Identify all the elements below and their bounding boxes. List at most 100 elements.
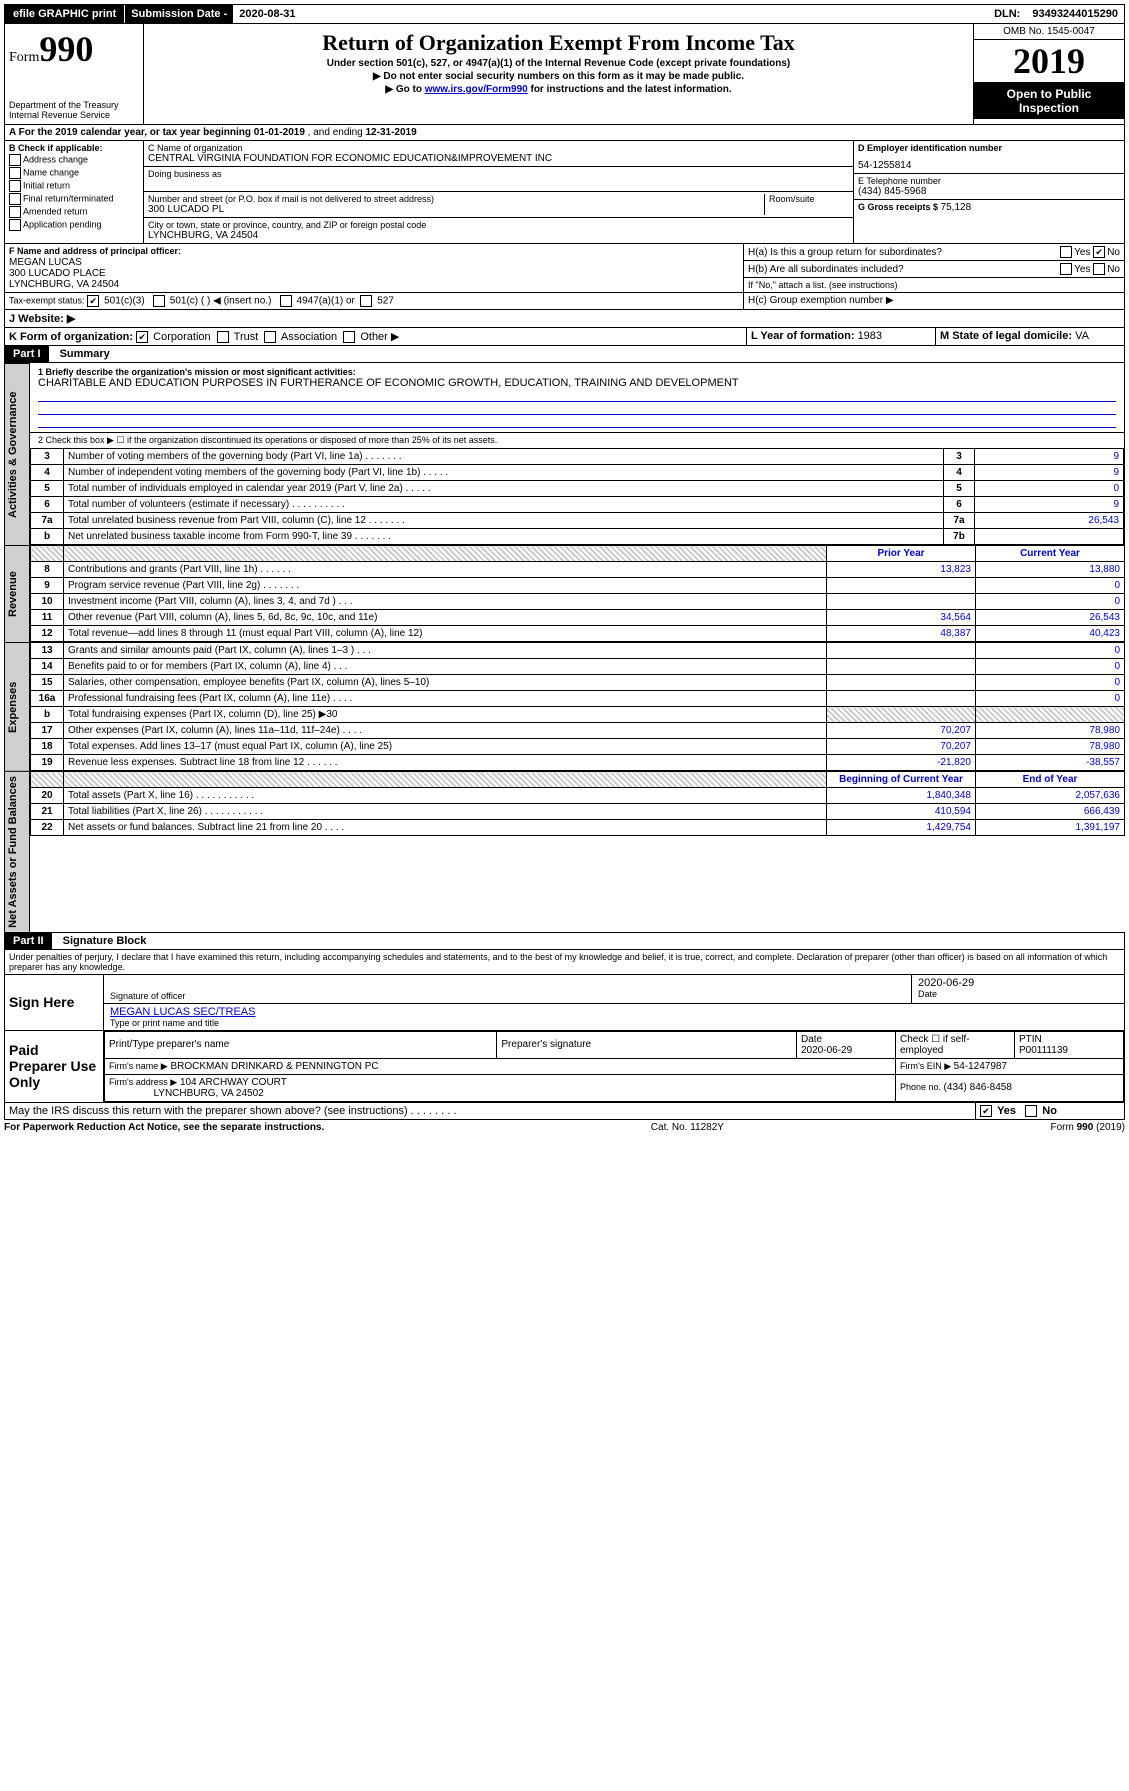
hb-yes[interactable] (1060, 263, 1072, 275)
chk-initial-label: Initial return (23, 180, 70, 190)
tab-netassets: Net Assets or Fund Balances (4, 771, 30, 932)
discuss-no[interactable] (1025, 1105, 1037, 1117)
hb-no-lbl: No (1107, 264, 1120, 275)
period-mid: , and ending (308, 127, 366, 138)
form-note1: ▶ Do not enter social security numbers o… (148, 71, 969, 82)
chk-other[interactable] (343, 331, 355, 343)
taxexempt-label: Tax-exempt status: (9, 296, 85, 306)
chk-final-label: Final return/terminated (23, 193, 114, 203)
chk-501c3[interactable] (87, 295, 99, 307)
period-row: A For the 2019 calendar year, or tax yea… (4, 125, 1125, 141)
ha-yes[interactable] (1060, 246, 1072, 258)
dln-value: 93493244015290 (1026, 5, 1124, 23)
officer-name: MEGAN LUCAS (9, 257, 82, 268)
period-pre: A For the 2019 calendar year, or tax yea… (9, 127, 254, 138)
revenue-table: Prior YearCurrent Year8Contributions and… (30, 545, 1125, 642)
hb-note: If "No," attach a list. (see instruction… (744, 278, 1124, 293)
tab-activities: Activities & Governance (4, 363, 30, 545)
phone-label: E Telephone number (858, 176, 1120, 186)
chk-amended[interactable] (9, 206, 21, 218)
ha-no-lbl: No (1107, 247, 1120, 258)
formorg-label: K Form of organization: (9, 331, 133, 343)
sig-officer-label: Signature of officer (110, 991, 905, 1001)
chk-4947[interactable] (280, 295, 292, 307)
chk-initial[interactable] (9, 180, 21, 192)
prep-name-hdr: Print/Type preparer's name (105, 1031, 497, 1058)
firm-addr2: LYNCHBURG, VA 24502 (153, 1088, 263, 1099)
opt-501c3: 501(c)(3) (104, 296, 145, 307)
open-public: Open to Public Inspection (974, 83, 1124, 119)
room-label: Room/suite (769, 194, 849, 204)
footer-mid: Cat. No. 11282Y (651, 1122, 724, 1133)
gross-label: G Gross receipts $ (858, 202, 941, 212)
box-b-header: B Check if applicable: (9, 143, 103, 153)
firm-name-lbl: Firm's name ▶ (109, 1061, 168, 1071)
perjury-text: Under penalties of perjury, I declare th… (4, 950, 1125, 975)
dept-irs: Internal Revenue Service (9, 110, 139, 120)
prep-sig-hdr: Preparer's signature (497, 1031, 797, 1058)
opt-other: Other ▶ (360, 331, 399, 343)
chk-pending[interactable] (9, 219, 21, 231)
part2-title: Signature Block (55, 933, 155, 949)
yearform-label: L Year of formation: (751, 330, 858, 342)
tab-revenue: Revenue (4, 545, 30, 642)
header-center: Return of Organization Exempt From Incom… (144, 24, 973, 124)
period-begin: 01-01-2019 (254, 127, 305, 138)
form-title: Return of Organization Exempt From Incom… (148, 30, 969, 56)
submission-label: Submission Date - (125, 5, 233, 23)
officer-label: F Name and address of principal officer: (9, 246, 181, 256)
chk-address-label: Address change (23, 154, 88, 164)
netassets-table: Beginning of Current YearEnd of Year20To… (30, 771, 1125, 836)
chk-final[interactable] (9, 193, 21, 205)
line1-label: 1 Briefly describe the organization's mi… (38, 367, 1116, 377)
chk-527[interactable] (360, 295, 372, 307)
part1-header: Part I (5, 346, 49, 362)
firm-addr1: 104 ARCHWAY COURT (180, 1077, 287, 1088)
ha-yes-lbl: Yes (1074, 247, 1090, 258)
opt-trust: Trust (234, 331, 259, 343)
dln-label: DLN: (988, 5, 1026, 23)
tax-year: 2019 (974, 40, 1124, 83)
dba-label: Doing business as (148, 169, 849, 179)
chk-corp[interactable] (136, 331, 148, 343)
omb-number: OMB No. 1545-0047 (974, 24, 1124, 40)
hb-no[interactable] (1093, 263, 1105, 275)
addr-label: Number and street (or P.O. box if mail i… (148, 194, 764, 204)
chk-address[interactable] (9, 154, 21, 166)
opt-assoc: Association (281, 331, 337, 343)
form-num: 990 (39, 29, 93, 69)
chk-trust[interactable] (217, 331, 229, 343)
submission-date: 2020-08-31 (233, 5, 301, 23)
chk-assoc[interactable] (264, 331, 276, 343)
form990-link[interactable]: www.irs.gov/Form990 (425, 84, 528, 95)
ein-label: D Employer identification number (858, 143, 1002, 153)
ha-label: H(a) Is this a group return for subordin… (748, 247, 1060, 258)
ptin: P00111139 (1019, 1045, 1068, 1056)
part2-header: Part II (5, 933, 52, 949)
efile-btn[interactable]: efile GRAPHIC print (5, 5, 125, 23)
officer-name-link[interactable]: MEGAN LUCAS SEC/TREAS (110, 1006, 255, 1018)
hb-yes-lbl: Yes (1074, 264, 1090, 275)
domicile-val: VA (1075, 330, 1089, 342)
discuss-label: May the IRS discuss this return with the… (9, 1105, 457, 1117)
discuss-no-lbl: No (1042, 1105, 1057, 1117)
ha-no[interactable] (1093, 246, 1105, 258)
paid-preparer-label: Paid Preparer Use Only (5, 1031, 104, 1102)
prep-phone: (434) 846-8458 (944, 1082, 1012, 1093)
form-header: Form990 Department of the Treasury Inter… (4, 24, 1125, 125)
ein: 54-1255814 (858, 160, 1120, 171)
tab-expenses: Expenses (4, 642, 30, 771)
officer-city: LYNCHBURG, VA 24504 (9, 279, 119, 290)
line2: 2 Check this box ▶ ☐ if the organization… (30, 433, 1124, 448)
city-state-zip: LYNCHBURG, VA 24504 (148, 230, 849, 241)
discuss-yes[interactable] (980, 1105, 992, 1117)
chk-name[interactable] (9, 167, 21, 179)
street-address: 300 LUCADO PL (148, 204, 764, 215)
dept-treasury: Department of the Treasury (9, 100, 139, 110)
org-name: CENTRAL VIRGINIA FOUNDATION FOR ECONOMIC… (148, 153, 849, 164)
hc-label: H(c) Group exemption number ▶ (744, 293, 1124, 308)
chk-501c[interactable] (153, 295, 165, 307)
footer-left: For Paperwork Reduction Act Notice, see … (4, 1122, 324, 1133)
note2-pre: ▶ Go to (385, 84, 424, 95)
opt-501c: 501(c) ( ) ◀ (insert no.) (170, 296, 272, 307)
